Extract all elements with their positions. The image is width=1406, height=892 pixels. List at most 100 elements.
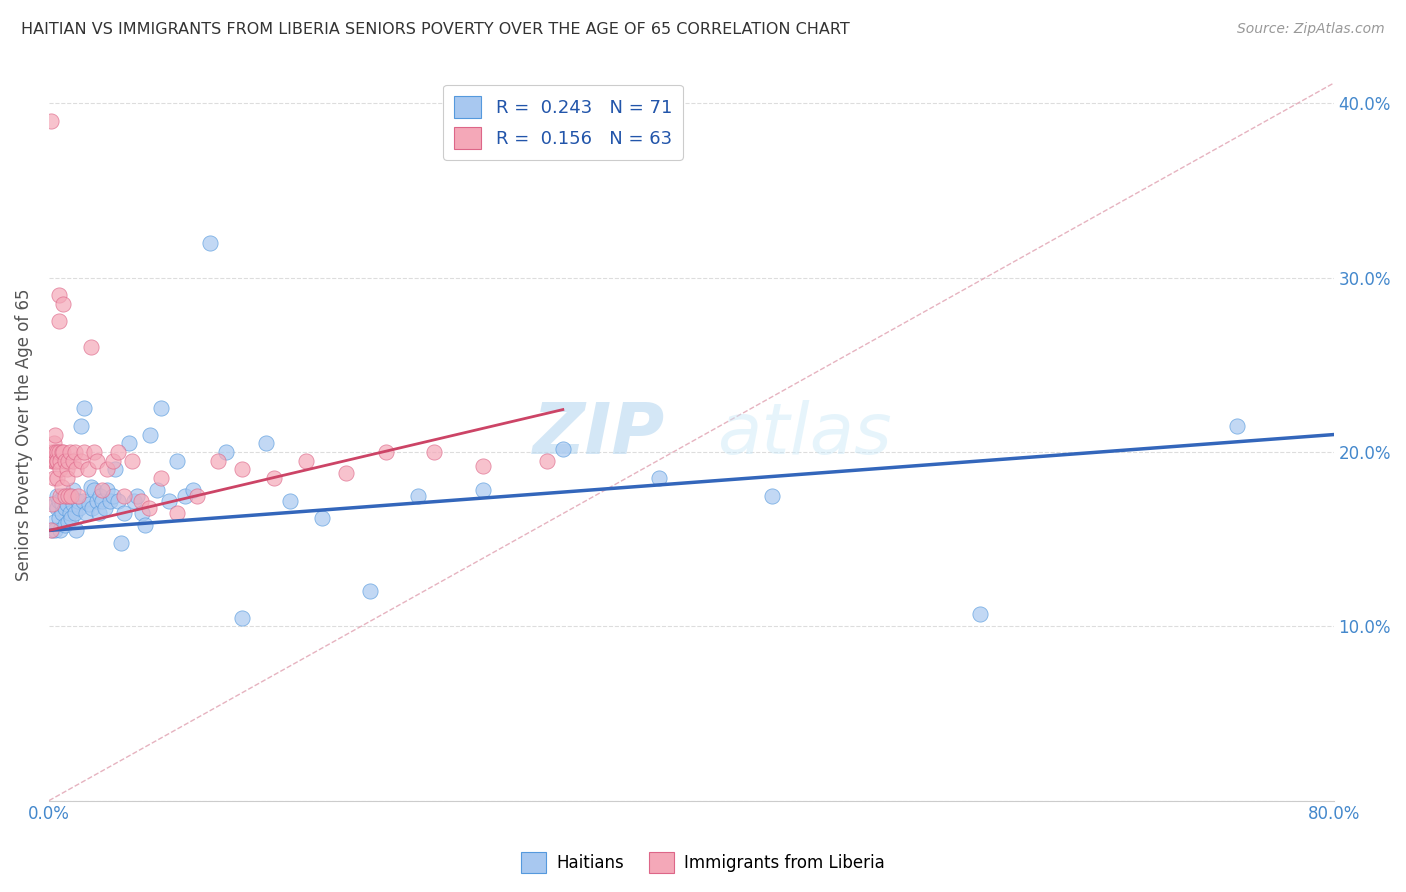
Text: ZIP: ZIP — [533, 401, 665, 469]
Point — [41, 445, 63, 459]
Point — [83, 445, 105, 459]
Point — [114, 506, 136, 520]
Point — [62, 497, 84, 511]
Point — [51, 506, 73, 520]
Point — [107, 493, 129, 508]
Point — [536, 453, 558, 467]
Point — [39, 524, 62, 538]
Point — [278, 493, 301, 508]
Point — [139, 427, 162, 442]
Point — [60, 489, 83, 503]
Point — [150, 401, 173, 416]
Point — [114, 489, 136, 503]
Point — [87, 506, 110, 520]
Point — [91, 493, 114, 508]
Point — [66, 493, 89, 508]
Point — [39, 113, 62, 128]
Point — [73, 445, 96, 459]
Point — [96, 462, 118, 476]
Point — [46, 471, 69, 485]
Point — [65, 462, 87, 476]
Point — [72, 493, 94, 508]
Point — [42, 436, 65, 450]
Point — [46, 445, 69, 459]
Point — [254, 436, 277, 450]
Point — [48, 314, 70, 328]
Point — [89, 489, 111, 503]
Point — [471, 458, 494, 473]
Point — [80, 340, 103, 354]
Legend: R =  0.243   N = 71, R =  0.156   N = 63: R = 0.243 N = 71, R = 0.156 N = 63 — [443, 85, 683, 160]
Point — [1226, 418, 1249, 433]
Point — [53, 500, 76, 515]
Point — [83, 483, 105, 498]
Point — [207, 453, 229, 467]
Point — [44, 497, 66, 511]
Point — [94, 500, 117, 515]
Point — [66, 489, 89, 503]
Point — [59, 489, 82, 503]
Point — [53, 518, 76, 533]
Point — [91, 483, 114, 498]
Point — [103, 453, 125, 467]
Point — [46, 453, 69, 467]
Point — [70, 418, 93, 433]
Point — [51, 497, 73, 511]
Point — [41, 497, 63, 511]
Point — [70, 453, 93, 467]
Point — [127, 489, 149, 503]
Point — [73, 401, 96, 416]
Point — [375, 445, 398, 459]
Point — [103, 489, 125, 503]
Point — [82, 500, 104, 515]
Point — [52, 445, 75, 459]
Point — [55, 497, 77, 511]
Point — [183, 483, 205, 498]
Point — [122, 493, 145, 508]
Text: atlas: atlas — [717, 401, 891, 469]
Point — [59, 506, 82, 520]
Point — [408, 489, 430, 503]
Point — [75, 506, 97, 520]
Point — [96, 483, 118, 498]
Point — [129, 493, 152, 508]
Point — [104, 462, 127, 476]
Point — [150, 471, 173, 485]
Point — [65, 524, 87, 538]
Point — [118, 436, 141, 450]
Point — [49, 489, 72, 503]
Text: HAITIAN VS IMMIGRANTS FROM LIBERIA SENIORS POVERTY OVER THE AGE OF 65 CORRELATIO: HAITIAN VS IMMIGRANTS FROM LIBERIA SENIO… — [21, 22, 849, 37]
Point — [86, 453, 108, 467]
Point — [42, 515, 65, 529]
Point — [231, 610, 253, 624]
Point — [63, 445, 86, 459]
Point — [121, 453, 143, 467]
Point — [49, 524, 72, 538]
Point — [86, 493, 108, 508]
Point — [58, 453, 80, 467]
Point — [42, 471, 65, 485]
Point — [134, 518, 156, 533]
Point — [131, 506, 153, 520]
Point — [77, 497, 100, 511]
Point — [49, 462, 72, 476]
Point — [359, 584, 381, 599]
Point — [62, 453, 84, 467]
Point — [42, 453, 65, 467]
Point — [52, 297, 75, 311]
Point — [80, 480, 103, 494]
Point — [166, 506, 188, 520]
Point — [46, 453, 69, 467]
Point — [48, 511, 70, 525]
Point — [295, 453, 318, 467]
Point — [231, 462, 253, 476]
Point — [58, 515, 80, 529]
Point — [48, 493, 70, 508]
Point — [51, 480, 73, 494]
Point — [52, 489, 75, 503]
Point — [198, 235, 221, 250]
Point — [51, 445, 73, 459]
Point — [44, 445, 66, 459]
Point — [41, 453, 63, 467]
Text: Source: ZipAtlas.com: Source: ZipAtlas.com — [1237, 22, 1385, 37]
